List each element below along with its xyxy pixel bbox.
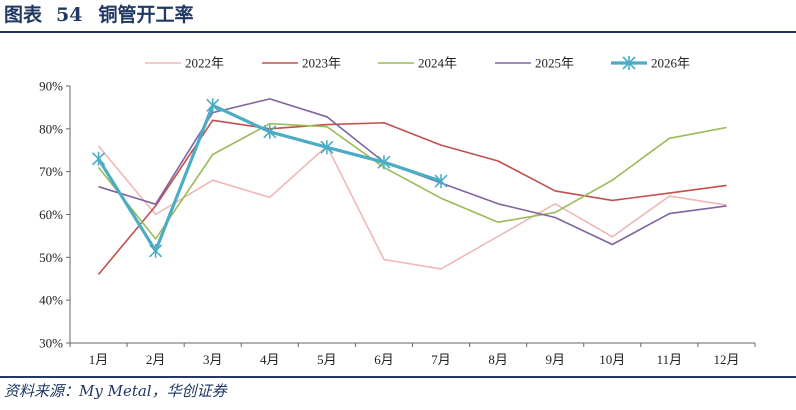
x-tick-label: 8月 [488, 352, 508, 367]
x-tick-label: 4月 [260, 352, 280, 367]
series-point-4 [263, 124, 277, 139]
x-tick-label: 12月 [713, 352, 739, 367]
legend-label: 2024年 [418, 56, 457, 71]
series-line-1 [97, 119, 727, 276]
x-tick-label: 6月 [374, 352, 394, 367]
x-tick-label: 7月 [431, 352, 451, 367]
legend-label: 2026年 [651, 56, 690, 71]
x-tick-label: 9月 [545, 352, 565, 367]
x-tick-label: 3月 [203, 352, 223, 367]
legend-item-4: 2026年 [611, 56, 690, 71]
y-tick-label: 30% [39, 336, 63, 351]
legend-item-0: 2022年 [145, 56, 224, 71]
series-point-4 [320, 140, 334, 155]
series-point-4 [377, 155, 391, 170]
legend-label: 2022年 [185, 56, 224, 71]
source-note: 资料来源：My Metal，华创证券 [4, 382, 227, 400]
legend-item-3: 2025年 [495, 56, 574, 71]
chart-legend: 2022年 2023年 2024年 2025年 2026年 [145, 56, 690, 71]
legend-item-2: 2024年 [378, 56, 457, 71]
figure-label: 图表 [4, 4, 43, 26]
figure-title: 图表 54 铜管开工率 [4, 2, 193, 28]
chart-series [91, 98, 727, 276]
series-point-4 [91, 151, 106, 166]
y-tick-label: 90% [39, 79, 63, 94]
x-tick-label: 1月 [89, 352, 109, 367]
x-tick-label: 2月 [146, 352, 166, 367]
legend-item-1: 2023年 [262, 56, 341, 71]
legend-label: 2025年 [535, 56, 574, 71]
series-line-2 [97, 122, 727, 240]
footer-divider [0, 376, 796, 378]
y-tick-label: 70% [39, 164, 63, 179]
y-tick-label: 50% [39, 250, 63, 265]
chart-axes: 30% 40% 50% 60% 70% 80% 90% 1月 2月 3月 4月 5月 6月 7月 8月 9月 1… [39, 79, 756, 367]
x-tick-label: 5月 [317, 352, 337, 367]
series-point-4 [434, 174, 448, 189]
series-line-0 [97, 145, 727, 270]
y-tick-label: 60% [39, 207, 63, 222]
title-divider [0, 31, 796, 33]
x-tick-label: 10月 [599, 352, 625, 367]
y-tick-label: 80% [39, 121, 63, 136]
line-chart: 2022年 2023年 2024年 2025年 2026年 30% 40% 50% 60% 70… [39, 56, 756, 367]
series-point-4 [206, 98, 220, 113]
legend-label: 2023年 [302, 56, 341, 71]
y-tick-label: 40% [39, 293, 63, 308]
figure-number: 54 [56, 4, 83, 26]
series-point-4 [149, 243, 163, 258]
chart-title: 铜管开工率 [98, 4, 194, 26]
x-tick-label: 11月 [657, 352, 683, 367]
